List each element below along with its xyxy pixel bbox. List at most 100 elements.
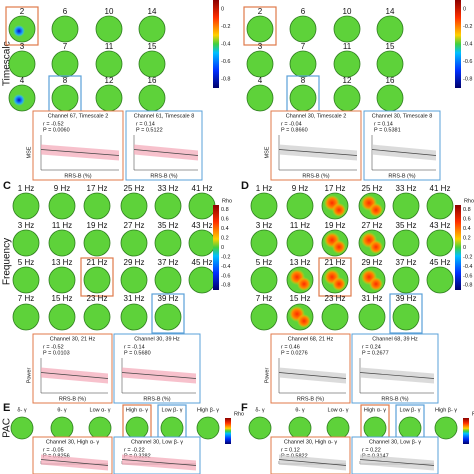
topo-map	[95, 15, 123, 43]
inset-title: Channel 30, High α- γ	[46, 439, 100, 445]
x-label: RRS-B (%)	[59, 396, 86, 402]
topo-map	[83, 266, 111, 294]
map-label: 19 Hz	[325, 221, 346, 230]
x-label: RRS-B (%)	[64, 173, 91, 179]
colorbar-tick: 0.2	[221, 236, 229, 242]
map-label: 15	[386, 42, 395, 51]
fit-line	[40, 459, 109, 466]
axis-label: Frequency	[2, 238, 13, 285]
map-label: 2	[20, 7, 25, 16]
colorbar-title: Rho	[222, 198, 232, 204]
fit-line	[121, 459, 197, 466]
colorbar-tick: -0.4	[463, 264, 472, 270]
map-label: θ- γ	[295, 407, 304, 413]
map-label: 8	[63, 76, 68, 85]
topo-blob	[332, 203, 346, 217]
colorbar	[463, 418, 469, 444]
topo-map	[83, 192, 111, 220]
topo-map	[83, 229, 111, 257]
map-label: 27 Hz	[124, 221, 145, 230]
topo-map	[321, 303, 349, 331]
fit-line	[278, 149, 358, 156]
map-label: 3 Hz	[18, 221, 34, 230]
stat-r: r = 0.14	[374, 121, 393, 127]
fit-line	[40, 149, 120, 156]
map-label: 4	[258, 76, 263, 85]
topo-map	[154, 266, 182, 294]
topo-blob	[332, 277, 346, 291]
topo-map	[426, 266, 454, 294]
topo-map	[289, 50, 317, 78]
colorbar-tick: -0.8	[463, 283, 472, 289]
x-label: RRS-B (%)	[388, 173, 415, 179]
panel-label: C	[3, 180, 11, 192]
topo-map	[154, 303, 182, 331]
topo-map	[286, 192, 314, 220]
topo-map	[120, 229, 148, 257]
topo-map	[333, 15, 361, 43]
topo-map	[10, 416, 34, 440]
x-label: RRS-B (%)	[302, 173, 329, 179]
colorbar-tick: 0	[463, 245, 466, 251]
inset-title: Channel 68, 39 Hz	[372, 336, 418, 342]
topo-map	[188, 266, 216, 294]
map-label: Low β- γ	[400, 407, 421, 413]
map-label: 1 Hz	[18, 184, 34, 193]
stat-p: P = 0.5122	[136, 127, 163, 133]
map-label: 11	[343, 42, 352, 51]
map-label: High β- γ	[197, 407, 219, 413]
map-label: 33 Hz	[396, 184, 417, 193]
colorbar-tick: -0.4	[463, 41, 472, 47]
topo-map	[120, 266, 148, 294]
map-label: δ- γ	[17, 407, 26, 413]
fit-line	[40, 372, 109, 379]
map-label: High α- γ	[126, 407, 148, 413]
colorbar	[225, 418, 231, 444]
topo-map	[12, 192, 40, 220]
inset-title: Channel 30, Low β- γ	[369, 439, 421, 445]
map-label: 11 Hz	[290, 221, 310, 230]
topo-map	[286, 229, 314, 257]
inset-title: Channel 30, 21 Hz	[50, 336, 96, 342]
topo-map	[48, 266, 76, 294]
topo-map	[160, 416, 184, 440]
fit-line	[371, 149, 437, 156]
stat-r: r = -0.52	[43, 344, 64, 350]
topo-map	[51, 50, 79, 78]
y-label: Power	[26, 368, 32, 384]
topo-map	[12, 229, 40, 257]
map-label: 12	[343, 76, 352, 85]
topo-map	[289, 84, 317, 112]
topo-blob	[13, 25, 25, 37]
topo-map	[426, 229, 454, 257]
map-label: 27 Hz	[362, 221, 383, 230]
x-label: RRS-B (%)	[381, 396, 408, 402]
topo-map	[246, 84, 274, 112]
topo-map	[51, 15, 79, 43]
panel-label: D	[241, 180, 249, 192]
map-label: 7 Hz	[18, 294, 34, 303]
topo-map	[12, 303, 40, 331]
map-label: 33 Hz	[158, 184, 179, 193]
stat-p: P = 0.8660	[281, 127, 308, 133]
map-label: 7 Hz	[256, 294, 272, 303]
stat-p: P = 0.5381	[374, 127, 401, 133]
map-label: 9 Hz	[292, 184, 308, 193]
topo-map	[363, 416, 387, 440]
topo-map	[120, 192, 148, 220]
colorbar-tick: -0.4	[221, 264, 230, 270]
map-label: 2	[258, 7, 263, 16]
fit-line	[121, 372, 197, 379]
map-label: 10	[105, 7, 114, 16]
topo-map	[138, 50, 166, 78]
topo-map	[188, 229, 216, 257]
colorbar-tick: -0.4	[221, 41, 230, 47]
topo-map	[250, 303, 278, 331]
colorbar-tick: -0.8	[221, 77, 230, 83]
topo-map	[246, 50, 274, 78]
map-label: 21 Hz	[325, 258, 346, 267]
highlight-box	[80, 257, 114, 297]
map-label: 43 Hz	[430, 221, 451, 230]
map-label: 39 Hz	[396, 294, 417, 303]
topo-map	[188, 192, 216, 220]
